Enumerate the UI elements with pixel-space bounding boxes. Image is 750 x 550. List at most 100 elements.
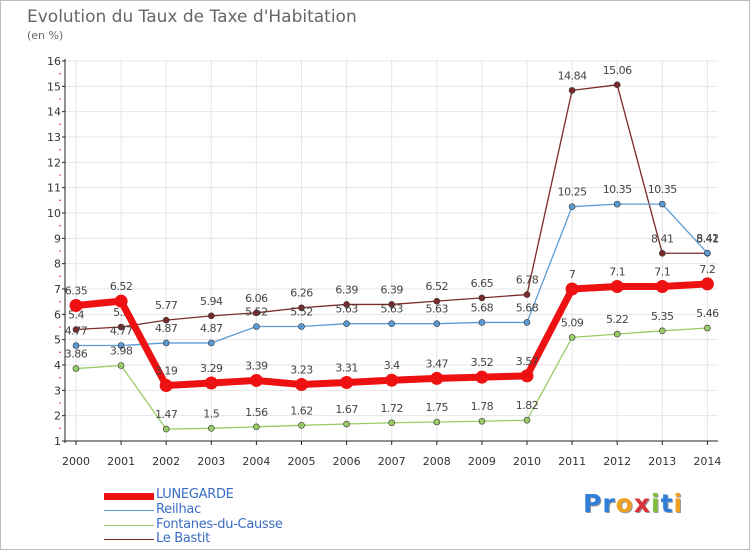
data-label: 1.62 (290, 404, 313, 417)
data-label: 8.41 (651, 232, 674, 245)
data-point (159, 379, 173, 393)
data-point (523, 291, 531, 298)
logo-letter: x (633, 489, 651, 518)
legend-swatch-reilhac (104, 510, 154, 511)
x-tick-label: 2009 (468, 455, 496, 468)
logo-letter: r (602, 489, 616, 518)
data-point (568, 87, 576, 94)
data-label: 1.78 (471, 400, 494, 413)
data-label: 5.63 (335, 303, 358, 316)
data-label: 5.52 (290, 305, 313, 318)
data-point (658, 327, 666, 335)
data-point (433, 320, 441, 328)
data-label: 6.78 (516, 274, 539, 287)
y-tick-label: 2 (54, 410, 61, 423)
y-minor-tick (59, 402, 61, 404)
data-point (249, 373, 263, 387)
legend-item-le-bastit: Le Bastit (104, 531, 364, 547)
data-label: 1.67 (335, 403, 358, 416)
x-tick-label: 2001 (107, 455, 135, 468)
y-minor-tick (59, 250, 61, 252)
data-point (298, 421, 305, 429)
data-point (523, 416, 531, 424)
data-point (117, 323, 125, 331)
y-minor-tick (59, 376, 61, 379)
x-tick-label: 2012 (603, 455, 631, 468)
legend-label-reilhac: Reilhac (156, 502, 201, 517)
data-label: 6.65 (471, 277, 494, 290)
y-minor-tick (59, 300, 61, 303)
x-tick-label: 2008 (423, 455, 451, 468)
data-label: 5.68 (471, 301, 494, 314)
data-point (658, 249, 666, 257)
data-label: 1.47 (155, 408, 178, 421)
data-label: 4.87 (200, 322, 223, 335)
data-label: 3.19 (155, 365, 178, 378)
data-point (295, 378, 308, 392)
x-tick-label: 2003 (197, 455, 225, 468)
data-label: 5.94 (200, 295, 223, 308)
y-minor-tick (59, 199, 61, 202)
legend-swatch-lunegarde (104, 493, 154, 500)
y-minor-tick (59, 123, 61, 126)
data-point (72, 365, 80, 372)
legend-item-lunegarde: LUNEGARDE (104, 487, 364, 503)
y-tick-label: 8 (54, 258, 61, 271)
data-label: 7.1 (654, 265, 670, 278)
data-point (343, 420, 350, 428)
data-label: 7.2 (699, 263, 715, 276)
data-label: 6.39 (380, 283, 403, 296)
x-tick-label: 2000 (62, 455, 90, 468)
data-label: 5.22 (606, 313, 629, 326)
data-point (388, 320, 396, 328)
y-tick-label: 15 (47, 80, 61, 93)
x-tick-label: 2005 (288, 455, 316, 468)
data-point (433, 297, 441, 305)
data-point (343, 320, 350, 328)
data-label: 5.63 (426, 303, 449, 316)
y-tick-label: 14 (47, 106, 61, 119)
data-point (388, 419, 396, 427)
x-tick-label: 2007 (378, 455, 406, 468)
y-tick-label: 12 (47, 156, 61, 169)
data-point (253, 423, 260, 431)
data-label: 10.35 (603, 183, 632, 196)
y-tick-label: 11 (47, 182, 61, 195)
data-point (343, 301, 350, 308)
data-label: 3.52 (471, 356, 494, 369)
x-tick-label: 2004 (242, 455, 270, 468)
data-point (162, 339, 170, 347)
data-label: 5.52 (245, 305, 268, 318)
chart-title: Evolution du Taux de Taxe d'Habitation (27, 7, 357, 27)
y-tick-label: 4 (54, 359, 61, 372)
data-point (610, 279, 624, 293)
data-point (613, 330, 621, 338)
data-label: 3.39 (245, 359, 268, 372)
y-minor-tick (59, 427, 61, 430)
data-label: 10.35 (648, 183, 677, 196)
data-point (204, 376, 218, 390)
legend-item-fontanes: Fontanes-du-Causse (104, 517, 364, 533)
y-minor-tick (59, 72, 61, 75)
y-tick-label: 7 (54, 283, 61, 296)
data-label: 3.29 (200, 362, 223, 375)
data-point (430, 371, 444, 385)
data-point (340, 375, 354, 389)
data-label: 1.56 (245, 406, 268, 419)
y-tick-label: 3 (54, 384, 61, 397)
data-point (475, 370, 489, 384)
data-label: 6.52 (110, 280, 133, 293)
data-label: 3.86 (65, 348, 88, 361)
legend-item-reilhac: Reilhac (104, 502, 364, 518)
data-point (613, 200, 621, 208)
data-label: 1.5 (203, 407, 219, 420)
y-minor-tick (59, 174, 61, 176)
data-label: 8.42 (696, 232, 719, 245)
data-label: 10.25 (558, 186, 587, 199)
data-label: 4.87 (155, 322, 178, 335)
legend-label-fontanes: Fontanes-du-Causse (156, 517, 283, 532)
logo-letter: P (583, 489, 603, 518)
y-minor-tick (59, 326, 61, 328)
